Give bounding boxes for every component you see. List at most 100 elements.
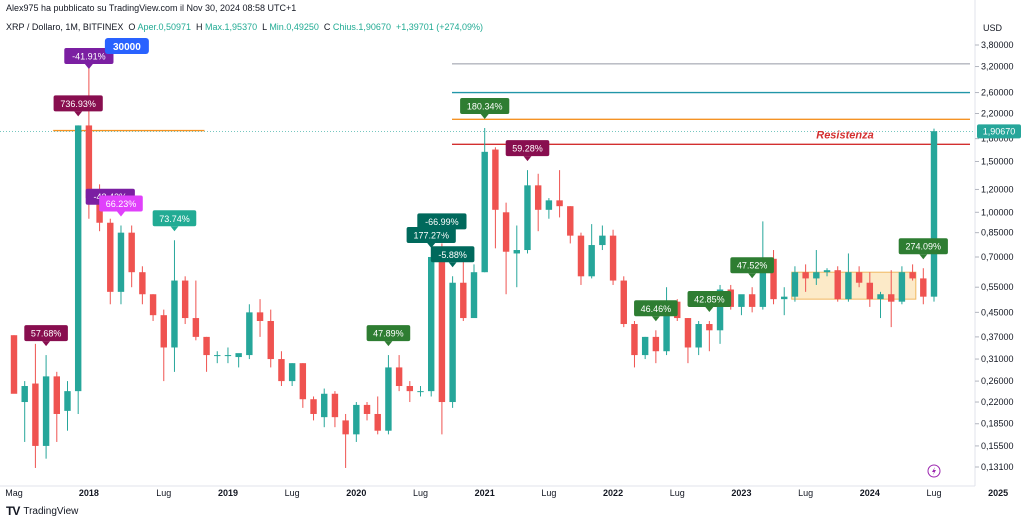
candle-body [855,272,863,283]
candle-body [224,355,232,357]
x-tick-label: 2022 [603,488,623,498]
candle-body [770,258,777,300]
percent-change-label-bg [430,246,475,263]
candle-body [107,222,114,292]
percent-change-label-bg [730,257,774,274]
candle-body [235,353,242,358]
y-tick-label: 1,20000 [981,184,1014,194]
x-tick-label: Lug [413,488,428,498]
candle-body [748,294,756,307]
candle-body [449,282,456,403]
candle-body [128,232,135,273]
candle-body [534,185,542,210]
x-tick-label: Lug [285,488,300,498]
percent-change-label-bg [24,325,68,342]
candle-body [256,312,264,322]
percent-change-label-bg [366,325,411,342]
y-tick-label: 3,20000 [981,62,1014,72]
candle-body [53,376,60,414]
x-tick-label: 2019 [218,488,238,498]
x-tick-label: Lug [798,488,813,498]
candle-body [21,386,28,403]
candle-body [663,301,670,352]
candle-body [706,324,713,331]
percent-change-label-pointer [651,316,660,322]
candle-body [481,151,488,273]
candle-body [192,318,200,337]
candle-body [428,256,435,392]
percent-change-label-pointer [427,242,436,248]
candle-body [877,294,884,300]
candle-body [577,235,585,277]
candle-body [470,272,478,319]
percent-change-label-pointer [919,254,928,260]
candle-body [149,294,157,316]
x-tick-label: 2021 [475,488,495,498]
y-tick-label: 0,55000 [981,282,1014,292]
x-tick-label: Lug [156,488,171,498]
percent-change-label: -41.91% [72,52,106,62]
candle-body [759,258,767,307]
candle-body [353,404,360,435]
percent-change-label-bg [53,95,103,112]
tradingview-footer[interactable]: TV TradingView [6,504,78,518]
percent-change-label: -5.88% [438,250,467,260]
candle-body [641,336,649,356]
percent-change-label-bg [417,213,467,230]
percent-change-label-pointer [448,262,457,268]
y-tick-label: 0,31000 [981,354,1014,364]
percent-change-label-pointer [384,341,393,347]
candle-body [930,131,938,297]
y-tick-label: 0,26000 [981,376,1014,386]
percent-change-label-pointer [705,307,714,313]
symbol-bar: XRP / Dollaro, 1M, BITFINEX O Aper.0,509… [6,22,483,32]
value-badge-bg [104,38,149,54]
y-tick-label: 2,20000 [981,108,1014,118]
y-tick-label: 0,13100 [981,462,1014,472]
percent-change-label: 736.93% [60,99,96,109]
y-axis-unit: USD [983,23,1003,33]
percent-change-label: 274.09% [906,242,942,252]
candle-body [898,272,906,302]
candle-body [395,367,403,387]
candle-body [278,359,285,382]
percent-change-label: 177.27% [413,230,449,240]
y-tick-label: 1,00000 [981,207,1014,217]
last-price-label: 1,90670 [983,126,1016,136]
candle-body [246,312,253,356]
candle-body [620,280,627,325]
candle-body [684,318,692,348]
y-tick-label: 0,37000 [981,332,1014,342]
candle-body [267,321,274,360]
candle-body [845,272,852,300]
candle-body [203,336,210,356]
ohlc-close: C Chius.1,90670 [323,22,391,32]
percent-change-label: 180.34% [467,101,503,111]
candle-body [513,250,520,254]
candle-body [802,272,809,279]
candle-body [342,420,349,435]
lightning-icon-circle [927,464,941,478]
candle-body [599,235,606,246]
x-tick-label: 2024 [860,488,880,498]
candle-body [909,272,916,279]
x-tick-label: Mag [5,488,23,498]
candle-body [567,206,574,236]
candle-body [866,282,874,300]
candle-body [321,393,328,418]
candle-body [363,404,371,414]
percent-change-label-bg [634,300,678,317]
candle-body [117,232,125,292]
candle-body [695,324,702,348]
x-tick-label: 2025 [988,488,1008,498]
candle-body [738,294,745,307]
symbol-name: XRP / Dollaro, 1M, BITFINEX [6,22,124,32]
candle-body [920,278,927,297]
candle-body [524,185,531,251]
candle-body [834,270,841,300]
candle-body [460,282,467,319]
y-tick-label: 1,50000 [981,156,1014,166]
percent-change-label-bg [152,210,197,227]
candle-body [652,336,660,352]
